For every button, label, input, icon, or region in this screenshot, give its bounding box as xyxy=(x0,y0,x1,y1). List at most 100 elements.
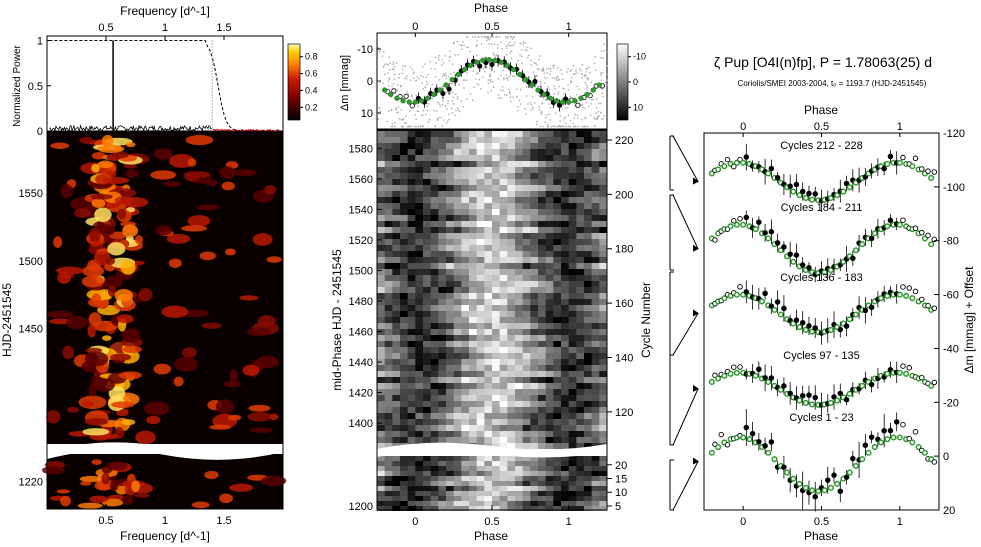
green-point xyxy=(827,326,834,333)
stripe-cell xyxy=(538,263,547,269)
black-point xyxy=(906,435,912,442)
stripe-cell xyxy=(461,155,470,161)
stripe-cell xyxy=(568,359,577,365)
scatter-point xyxy=(474,36,476,39)
scatter-point xyxy=(437,56,440,59)
stripe-cell xyxy=(476,383,485,389)
stripe-cell xyxy=(561,185,570,191)
stripe-cell xyxy=(446,323,455,329)
scatter-point xyxy=(475,78,477,80)
tick-label: 1400 xyxy=(349,418,373,430)
scatter-point xyxy=(567,89,570,91)
stripe-cell xyxy=(377,401,386,407)
lightcurve-frame xyxy=(376,32,608,130)
stripe-cell xyxy=(392,359,401,365)
stripe-cell xyxy=(384,476,393,481)
stripe-cell xyxy=(423,365,432,371)
stripe-cell xyxy=(576,341,585,347)
stripe-cell xyxy=(499,209,508,215)
scatter-point xyxy=(410,79,412,81)
scatter-point xyxy=(575,69,577,72)
green-point xyxy=(877,295,885,302)
scatter-point xyxy=(402,65,404,67)
stripe-cell xyxy=(515,197,524,203)
stripe-cell xyxy=(423,275,432,281)
heat-blob xyxy=(91,293,102,305)
lightcurve-scatter-gray xyxy=(377,36,609,128)
stripe-cell xyxy=(415,311,424,317)
bracket-arrow xyxy=(672,461,699,511)
green-point xyxy=(727,370,734,377)
stripe-cell xyxy=(377,257,386,263)
stripe-cell xyxy=(553,131,562,137)
tick-label: 220 xyxy=(615,135,633,147)
stripe-cell xyxy=(392,317,401,323)
stripe-cell xyxy=(538,437,547,443)
stripe-cell xyxy=(561,395,570,401)
stripe-cell xyxy=(545,389,554,395)
scatter-point xyxy=(568,98,570,100)
scatter-point xyxy=(524,49,526,51)
stripe-cell xyxy=(484,501,493,506)
stripe-cell xyxy=(568,161,577,167)
black-point xyxy=(575,102,581,108)
scatter-point xyxy=(545,114,548,116)
stripe-cell xyxy=(492,305,501,311)
scatter-point xyxy=(535,83,537,85)
scatter-point xyxy=(585,102,588,104)
scatter-point xyxy=(548,68,550,70)
stripe-cell xyxy=(469,353,478,359)
stripe-cell xyxy=(384,443,393,449)
stripe-cell xyxy=(492,377,501,383)
stripe-cell xyxy=(499,329,508,335)
stripe-cell xyxy=(461,407,470,413)
black-point xyxy=(787,390,793,397)
stripe-cell xyxy=(400,209,409,215)
stripe-cell xyxy=(430,401,439,407)
stripe-cell xyxy=(446,329,455,335)
green-point xyxy=(777,386,784,393)
green-point xyxy=(461,66,468,73)
stripe-cell xyxy=(576,245,585,251)
scatter-point xyxy=(411,94,413,97)
stripe-cell xyxy=(492,209,501,215)
scatter-point xyxy=(417,110,420,113)
stripe-cell xyxy=(430,395,439,401)
stripe-cell xyxy=(392,305,401,311)
heat-blob xyxy=(227,414,242,421)
stripe-cell xyxy=(476,209,485,215)
stripe-cell xyxy=(438,486,447,491)
scatter-point xyxy=(451,63,454,65)
stripe-cell xyxy=(415,431,424,437)
green-point xyxy=(733,291,740,298)
green-point xyxy=(394,95,400,101)
stripe-cell xyxy=(599,251,608,257)
black-point xyxy=(489,61,495,68)
stripe-cell xyxy=(438,456,447,461)
heat-blob xyxy=(116,314,134,324)
stripe-cell xyxy=(453,431,462,437)
black-point xyxy=(806,392,812,398)
stripe-cell xyxy=(400,401,409,407)
tick-label: 1480 xyxy=(349,296,373,308)
stripe-cell xyxy=(392,437,401,443)
stripe-cell xyxy=(561,167,570,173)
stripe-cell xyxy=(430,299,439,305)
stripe-cell xyxy=(507,197,516,203)
stripe-cell xyxy=(530,481,539,486)
stripe-cell xyxy=(522,221,531,227)
stripe-cell xyxy=(446,389,455,395)
stripe-cell xyxy=(576,329,585,335)
stripe-cell xyxy=(400,419,409,425)
scatter-point xyxy=(497,78,500,80)
stripe-cell xyxy=(568,335,577,341)
scatter-point xyxy=(444,105,447,107)
scatter-point xyxy=(602,118,604,120)
stripe-cell xyxy=(453,305,462,311)
stripe-cell xyxy=(599,401,608,407)
scatter-point xyxy=(558,110,561,113)
right-top-xticks: 0 0.5 1 xyxy=(740,121,903,137)
stripe-cell xyxy=(377,161,386,167)
stripe-cell xyxy=(591,305,600,311)
stripe-cell xyxy=(545,221,554,227)
